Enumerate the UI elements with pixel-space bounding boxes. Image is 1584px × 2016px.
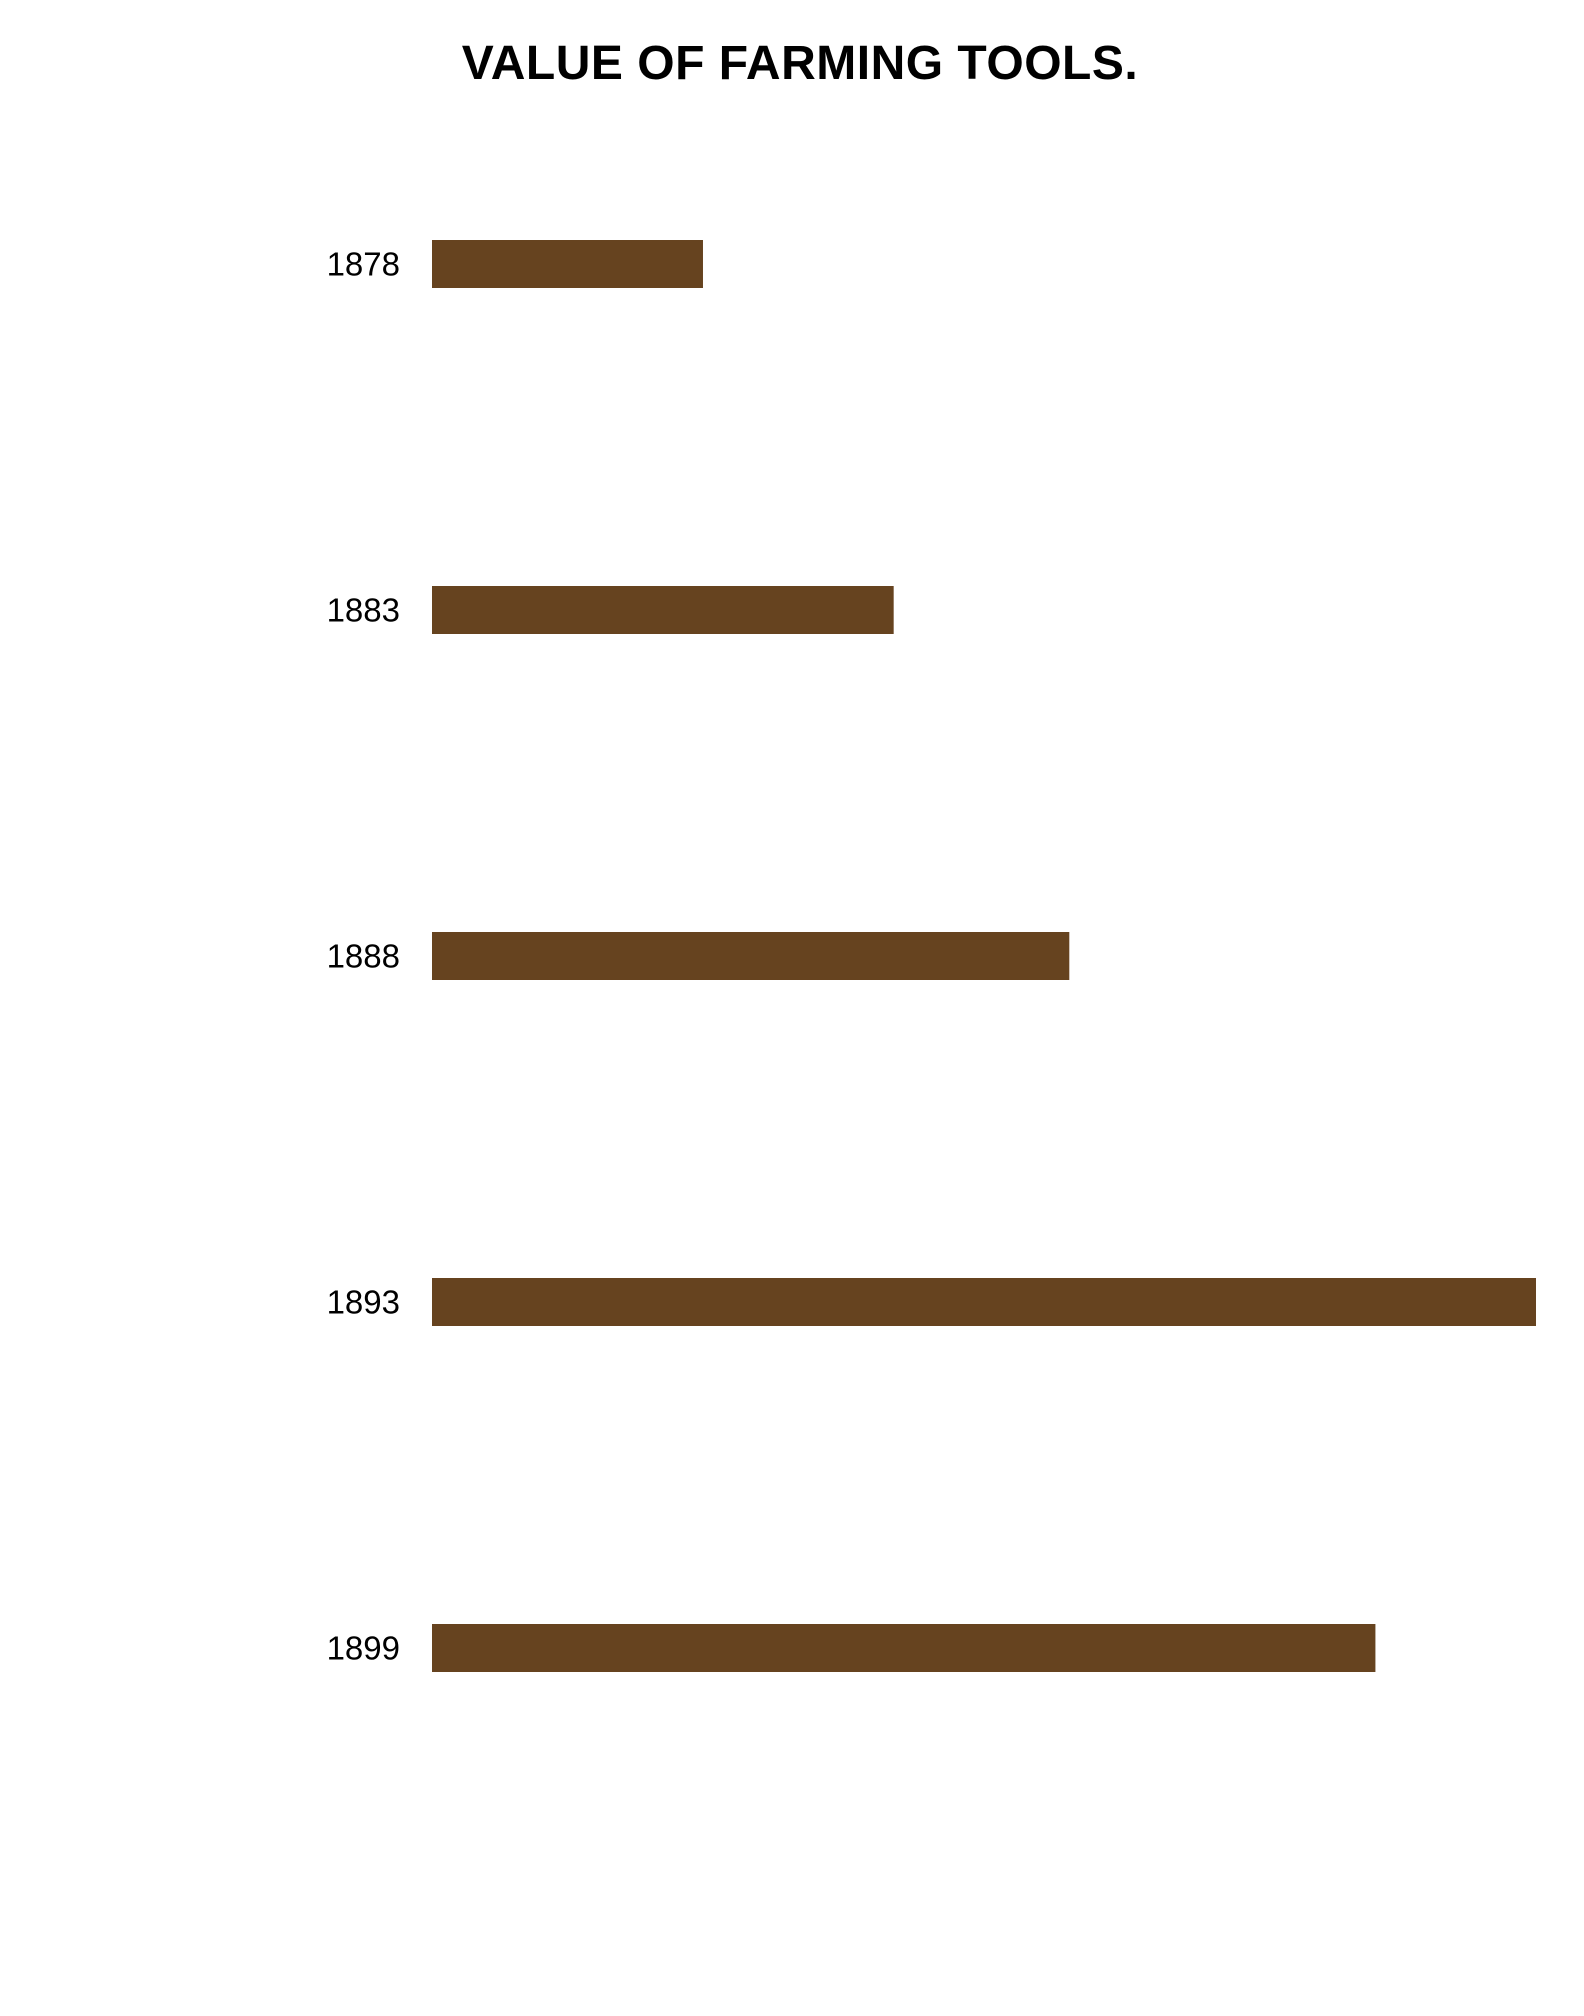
bar-1888 [432, 932, 1069, 980]
tick-label-1883: 1883 [327, 592, 400, 629]
bar-1893 [432, 1278, 1536, 1326]
tick-label-1888: 1888 [327, 938, 400, 975]
bar-1899 [432, 1624, 1375, 1672]
bar-1878 [432, 240, 703, 288]
tick-label-1899: 1899 [327, 1630, 400, 1667]
tick-label-1878: 1878 [327, 246, 400, 283]
tick-label-1893: 1893 [327, 1284, 400, 1321]
bar-1883 [432, 586, 894, 634]
